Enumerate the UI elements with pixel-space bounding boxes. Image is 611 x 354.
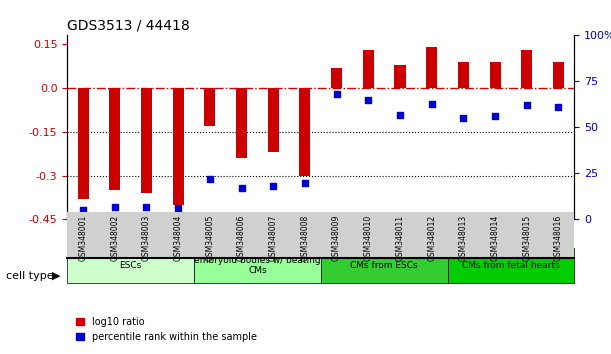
Bar	[395, 65, 406, 88]
FancyBboxPatch shape	[321, 248, 447, 283]
Text: GSM348015: GSM348015	[522, 215, 532, 261]
Bar	[141, 88, 152, 193]
Text: GSM348008: GSM348008	[301, 215, 309, 261]
Text: GSM348007: GSM348007	[269, 215, 278, 261]
Point	[300, 180, 310, 185]
Bar	[236, 88, 247, 158]
FancyBboxPatch shape	[447, 248, 574, 283]
Bar	[426, 47, 437, 88]
Point	[364, 97, 373, 103]
Point	[268, 183, 278, 189]
Point	[554, 104, 563, 110]
Bar	[363, 50, 374, 88]
Text: ▶: ▶	[52, 271, 60, 281]
Bar	[109, 88, 120, 190]
Point	[205, 176, 214, 182]
Text: CMs from fetal hearts: CMs from fetal hearts	[462, 261, 560, 270]
Legend: log10 ratio, percentile rank within the sample: log10 ratio, percentile rank within the …	[72, 313, 260, 346]
Point	[174, 206, 183, 211]
Bar	[458, 62, 469, 88]
FancyBboxPatch shape	[194, 248, 321, 283]
Text: GSM348016: GSM348016	[554, 215, 563, 261]
Point	[142, 204, 152, 210]
Point	[490, 114, 500, 119]
Point	[522, 103, 532, 108]
Bar	[268, 88, 279, 152]
Text: GSM348009: GSM348009	[332, 215, 341, 261]
Text: GSM348003: GSM348003	[142, 215, 151, 261]
Bar	[553, 62, 564, 88]
Text: GSM348004: GSM348004	[174, 215, 183, 261]
Point	[110, 204, 120, 210]
Text: GSM348010: GSM348010	[364, 215, 373, 261]
Point	[78, 207, 88, 213]
Text: cell type: cell type	[6, 271, 54, 281]
Bar	[204, 88, 216, 126]
Point	[395, 112, 405, 118]
Bar	[489, 62, 500, 88]
Text: GSM348014: GSM348014	[491, 215, 500, 261]
Point	[236, 185, 246, 191]
Text: CMs from ESCs: CMs from ESCs	[350, 261, 418, 270]
Point	[458, 115, 468, 121]
Bar	[331, 68, 342, 88]
Text: GSM348011: GSM348011	[395, 215, 404, 261]
Text: GSM348006: GSM348006	[237, 215, 246, 261]
Bar	[78, 88, 89, 199]
Text: GSM348002: GSM348002	[110, 215, 119, 261]
Text: embryoid bodies w/ beating
CMs: embryoid bodies w/ beating CMs	[194, 256, 321, 275]
Text: GSM348005: GSM348005	[205, 215, 214, 261]
Text: GSM348013: GSM348013	[459, 215, 468, 261]
Text: GSM348001: GSM348001	[79, 215, 87, 261]
Text: ESCs: ESCs	[120, 261, 142, 270]
Text: GDS3513 / 44418: GDS3513 / 44418	[67, 19, 190, 33]
Point	[427, 101, 437, 106]
Bar	[521, 50, 532, 88]
Bar	[172, 88, 184, 205]
Point	[332, 91, 342, 97]
Bar	[299, 88, 310, 176]
FancyBboxPatch shape	[67, 248, 194, 283]
Text: GSM348012: GSM348012	[427, 215, 436, 261]
